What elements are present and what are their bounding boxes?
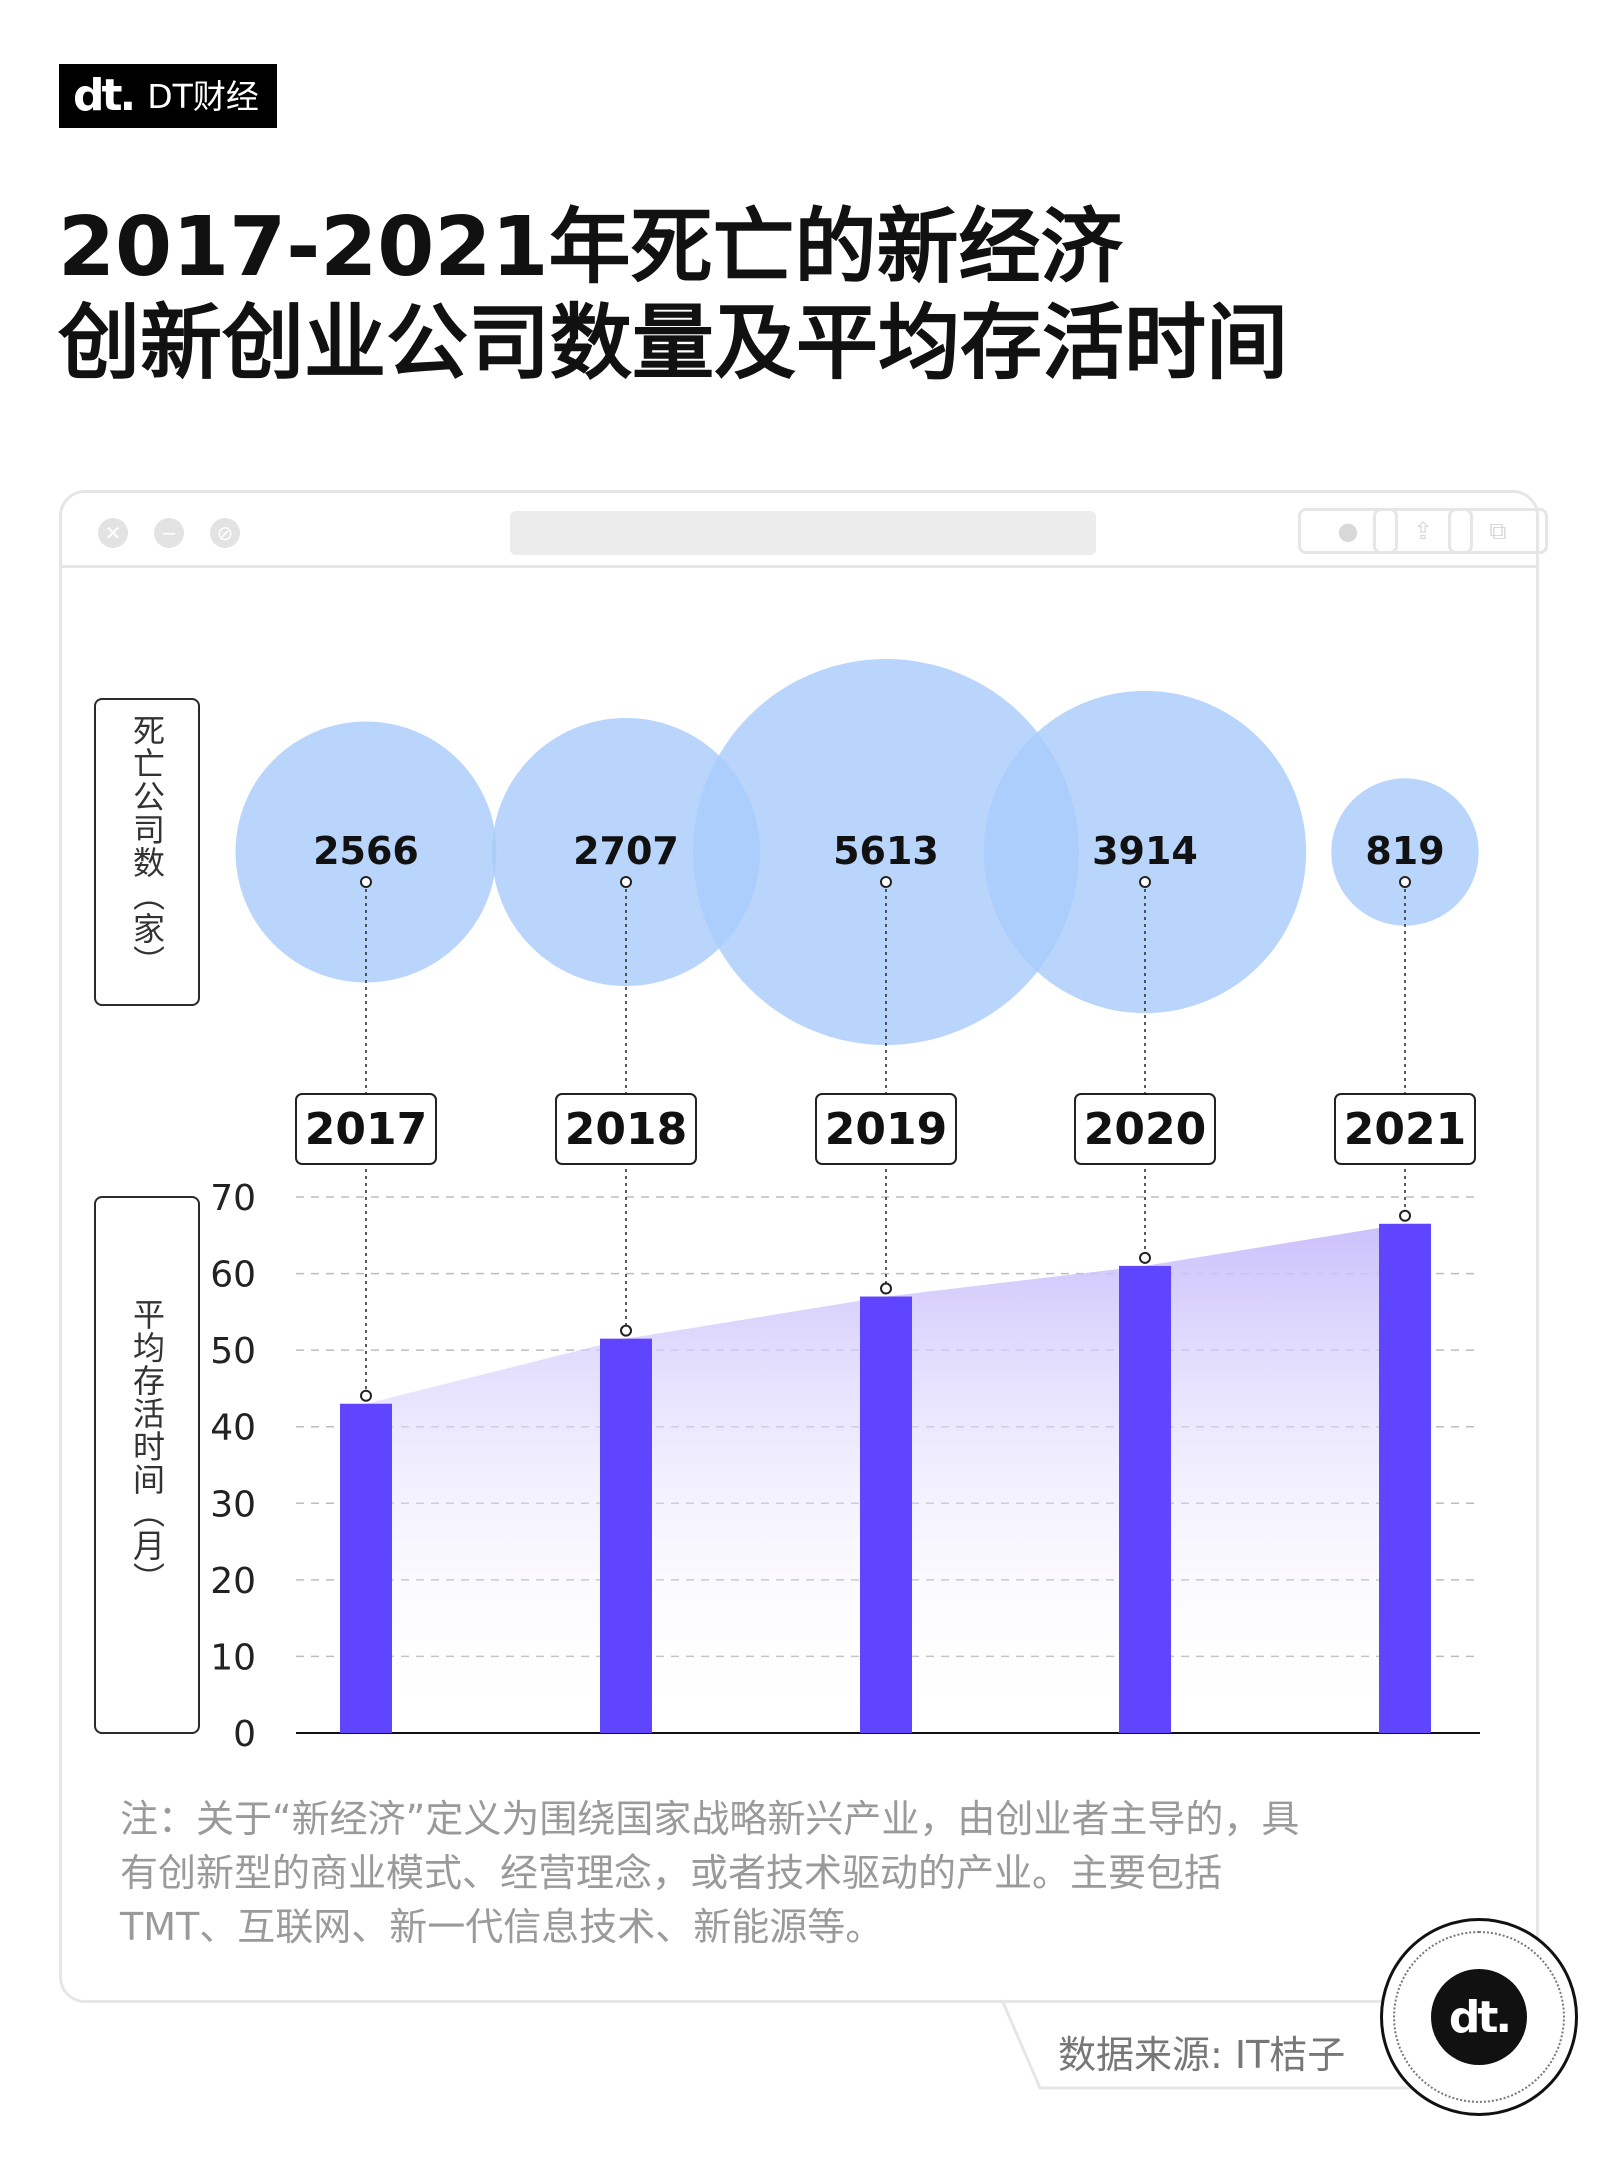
bar-marker-2020 (1139, 1251, 1151, 1264)
bar-marker-2018 (620, 1324, 632, 1337)
bubble-value-2020: 3914 (1092, 829, 1198, 873)
bubble-value-2019: 5613 (833, 829, 939, 873)
page-title: 2017-2021年死亡的新经济 创新创业公司数量及平均存活时间 (58, 200, 1458, 392)
duplicate-icon: ⧉ (1489, 517, 1507, 545)
year-label-box-2020 (1074, 1093, 1216, 1165)
bar-marker-2019 (880, 1282, 892, 1295)
bubble-2020 (983, 690, 1307, 1014)
bar-2021 (1379, 1223, 1431, 1733)
share-button[interactable]: ⇪ (1373, 508, 1473, 554)
bar-2019 (860, 1296, 912, 1733)
y-tick-70: 70 (210, 1178, 256, 1219)
duplicate-button[interactable]: ⧉ (1448, 508, 1548, 554)
record-icon: ● (1337, 517, 1359, 545)
bubble-marker-2020 (1139, 876, 1151, 888)
bubble-2021 (1331, 778, 1479, 926)
bar-2020 (1119, 1265, 1171, 1733)
year-label-2019: 2019 (825, 1104, 947, 1155)
bubble-value-2021: 819 (1365, 829, 1444, 873)
y-tick-50: 50 (210, 1331, 256, 1372)
year-label-box-2021 (1334, 1093, 1476, 1165)
brand-name: DT财经 (147, 76, 259, 116)
year-label-box-2018 (555, 1093, 697, 1165)
source-tab-shape (1000, 1999, 1418, 2090)
bubble-2018 (491, 717, 761, 987)
data-source: 数据来源: IT桔子 (1058, 2033, 1346, 2077)
bubble-value-2017: 2566 (313, 829, 419, 873)
y-tick-40: 40 (210, 1408, 256, 1449)
bar-axis-label: 平均存活时间（月） (128, 1298, 166, 1595)
corner-badge-logo: dt. (1431, 1969, 1527, 2065)
year-label-2018: 2018 (565, 1104, 687, 1155)
year-label-2020: 2020 (1084, 1104, 1206, 1155)
bubble-marker-2019 (880, 876, 892, 888)
bubble-marker-2018 (620, 876, 632, 888)
bubble-value-2018: 2707 (573, 829, 679, 873)
bar-axis-label-box: 平均存活时间（月） (94, 1196, 200, 1734)
bubble-axis-label: 死亡公司数（家） (128, 714, 166, 978)
year-label-box-2017 (295, 1093, 437, 1165)
window-minimize-icon[interactable]: − (154, 518, 184, 548)
title-line-1: 2017-2021年死亡的新经济 (58, 200, 1123, 295)
bar-2018 (600, 1338, 652, 1733)
bubble-marker-2017 (360, 876, 372, 888)
share-icon: ⇪ (1412, 517, 1434, 545)
bar-2017 (340, 1403, 392, 1733)
bar-marker-2021 (1399, 1209, 1411, 1222)
address-bar[interactable] (510, 511, 1096, 555)
bubble-axis-label-box: 死亡公司数（家） (94, 698, 200, 1006)
year-label-2017: 2017 (305, 1104, 427, 1155)
bar-marker-2017 (360, 1389, 372, 1402)
dt-logo-mark: dt. (73, 70, 136, 121)
brand-logo: dt. DT财经 (59, 64, 277, 128)
year-label-box-2019 (815, 1093, 957, 1165)
y-tick-20: 20 (210, 1561, 256, 1602)
bubble-2017 (235, 721, 497, 983)
bubble-2019 (693, 659, 1079, 1045)
window-toolbar-divider (62, 565, 1536, 568)
record-button[interactable]: ● (1298, 508, 1398, 554)
title-line-2: 创新创业公司数量及平均存活时间 (58, 296, 1289, 391)
bubble-marker-2021 (1399, 876, 1411, 888)
footnote: 注：关于“新经济”定义为围绕国家战略新兴产业，由创业者主导的，具有创新型的商业模… (120, 1797, 1300, 1949)
y-tick-30: 30 (210, 1484, 256, 1525)
year-label-2021: 2021 (1344, 1104, 1466, 1155)
y-tick-60: 60 (210, 1255, 256, 1296)
window-block-icon[interactable]: ⊘ (210, 518, 240, 548)
y-tick-10: 10 (210, 1637, 256, 1678)
corner-badge-ring (1393, 1931, 1565, 2103)
window-close-icon[interactable]: ✕ (98, 518, 128, 548)
y-tick-0: 0 (233, 1714, 256, 1755)
